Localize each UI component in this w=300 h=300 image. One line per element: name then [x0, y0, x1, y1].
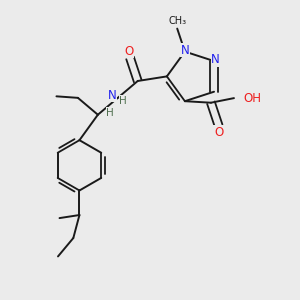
Text: N: N — [181, 44, 189, 57]
Text: H: H — [119, 96, 127, 106]
Text: O: O — [214, 126, 223, 139]
Text: N: N — [108, 89, 117, 102]
Text: OH: OH — [243, 92, 261, 105]
Text: O: O — [124, 45, 133, 58]
Text: H: H — [106, 108, 114, 118]
Text: N: N — [211, 53, 220, 66]
Text: CH₃: CH₃ — [168, 16, 186, 26]
